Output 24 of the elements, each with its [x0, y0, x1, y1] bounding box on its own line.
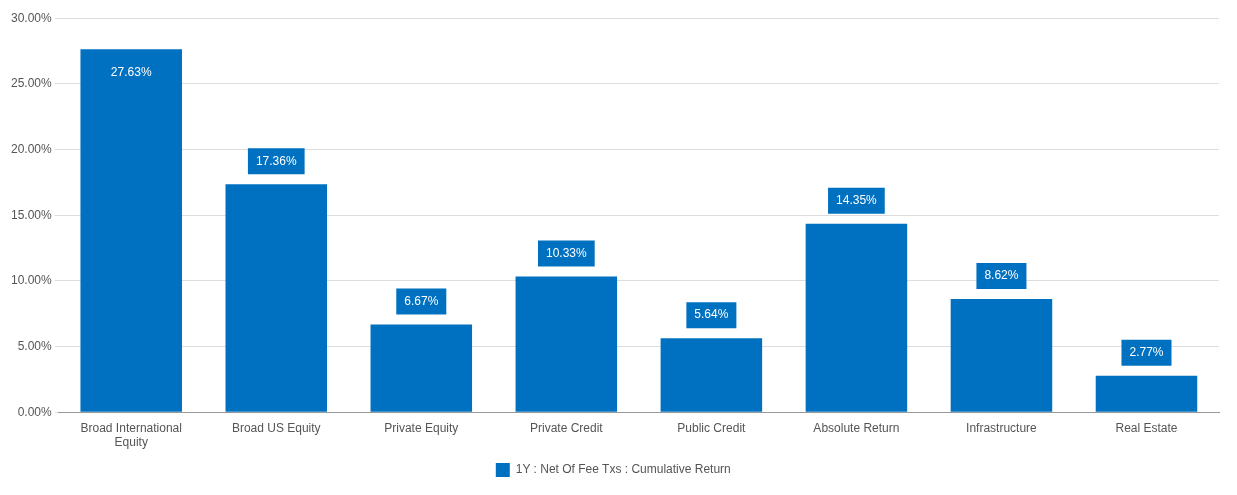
data-label: 27.63% [110, 64, 152, 79]
data-label: 17.36% [255, 153, 297, 168]
data-label: 14.35% [836, 193, 878, 208]
y-tick-label: 0.00% [17, 404, 53, 419]
y-tick-label: 10.00% [11, 273, 53, 288]
x-tick-label: Broad International Equity [80, 420, 182, 450]
data-label: 2.77% [1129, 345, 1164, 360]
y-tick-label: 15.00% [11, 207, 53, 222]
x-tick-label: Public Credit [677, 420, 747, 435]
x-tick-label: Private Credit [529, 420, 604, 435]
x-tick-label: Broad US Equity [231, 420, 321, 435]
data-label: 10.33% [545, 245, 588, 260]
data-label: 6.67% [404, 293, 439, 308]
y-tick-label: 30.00% [11, 10, 53, 25]
y-tick-label: 20.00% [11, 141, 53, 156]
x-tick-label: Absolute Return [813, 420, 900, 435]
x-tick-label: Private Equity [384, 420, 459, 435]
x-tick-label: Infrastructure [966, 420, 1038, 435]
data-label: 5.64% [694, 307, 729, 322]
data-label: 8.62% [984, 268, 1019, 283]
legend-label: 1Y : Net Of Fee Txs : Cumulative Return [515, 462, 731, 477]
x-tick-label: Real Estate [1115, 420, 1178, 435]
y-tick-label: 25.00% [11, 76, 53, 91]
y-tick-label: 5.00% [17, 338, 53, 353]
